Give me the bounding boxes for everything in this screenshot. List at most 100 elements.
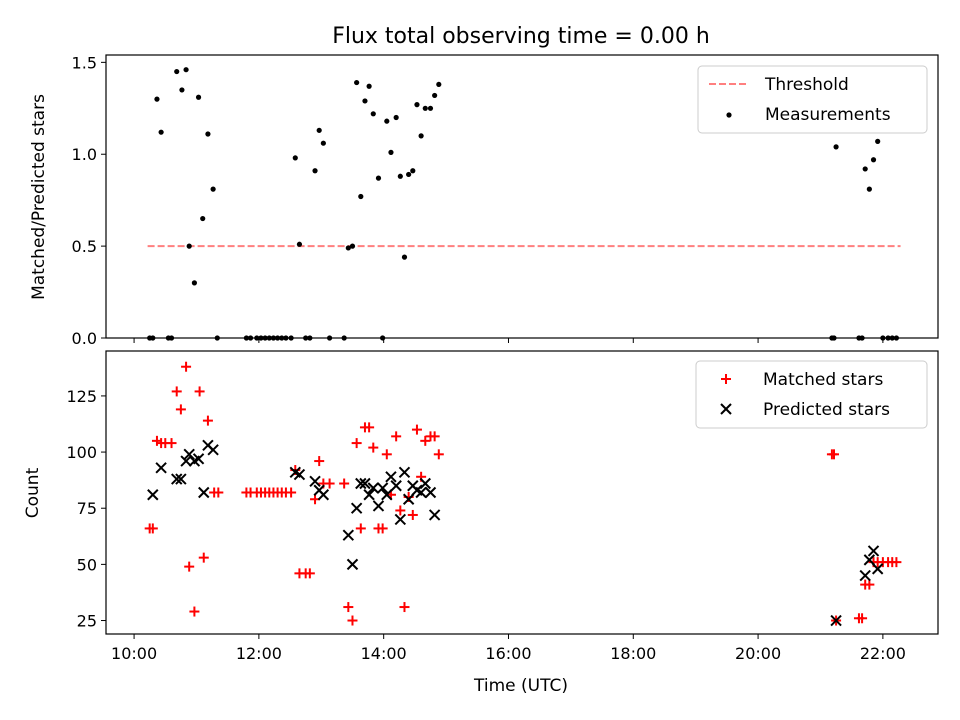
measurement-point [349,243,356,249]
top-y-tick-label: 1.5 [72,53,97,72]
top-legend: Threshold Measurements [697,65,928,134]
measurement-point [388,149,394,155]
matched-star-point [339,478,350,489]
chart-title: Flux total observing time = 0.00 h [332,24,710,49]
legend-plus-marker [721,374,731,384]
matched-star-point [347,615,358,626]
measurement-point [292,155,298,161]
bottom-y-tick-label: 125 [66,387,97,406]
measurement-point [296,241,303,247]
measurement-point [833,144,839,150]
measurement-point [418,133,424,139]
matched-star-point [202,415,213,426]
predicted-star-point [309,475,321,487]
matched-star-point [395,505,406,516]
measurement-point [414,102,420,108]
bottom-plot-marks [144,361,902,627]
bottom-x-tick-label: 16:00 [485,644,531,663]
predicted-star-point [394,513,407,526]
measurement-point [179,87,185,93]
predicted-star-point [293,468,306,481]
predicted-star-point [359,477,371,490]
predicted-star-point [180,455,192,467]
measurement-point [866,186,872,192]
matched-star-point [429,431,440,442]
measurement-point [375,175,382,181]
measurement-point [427,105,434,111]
top-y-axis-ticks: 0.0 0.5 1.0 1.5 [72,53,106,348]
bottom-panel: 25 50 75 100 125 10:00 12:00 14:00 16:00 18:00 20… [23,350,939,696]
matched-star-point [355,523,366,534]
matched-star-point [407,509,418,520]
matched-star-point [368,442,379,453]
bottom-y-tick-label: 75 [77,499,97,518]
predicted-star-point [867,545,880,557]
matched-star-point [399,602,410,613]
top-y-tick-label: 0.5 [72,237,97,256]
legend-x-marker [720,403,732,415]
matched-star-point [864,579,875,590]
top-legend-box [697,65,928,134]
matched-star-point [377,523,388,534]
predicted-star-point [342,529,355,541]
matched-star-point [286,487,297,498]
measurement-point [862,166,868,172]
matched-star-point [343,602,354,613]
matched-star-point [891,557,902,568]
predicted-star-point [207,444,219,456]
predicted-star-point [346,558,359,571]
matched-star-point [433,449,444,460]
measurement-point [358,193,364,200]
measurement-point [158,129,164,135]
predicted-star-point [367,482,379,494]
predicted-star-point [428,509,441,521]
predicted-star-point [871,563,884,575]
predicted-star-point [830,614,842,627]
measurement-point [366,83,372,89]
predicted-star-point [350,502,363,514]
bottom-y-axis-label: Count [23,467,43,518]
bottom-x-tick-label: 10:00 [111,644,157,663]
matched-star-point [198,552,209,563]
bottom-x-tick-label: 18:00 [610,644,656,663]
measurement-point [436,81,442,88]
measurement-point [875,138,881,144]
matched-star-point [381,449,392,460]
predicted-star-point [183,448,195,461]
predicted-star-point [398,466,411,478]
measurement-point [154,96,160,102]
predicted-star-point [147,489,159,501]
bottom-plot-frame [105,350,939,635]
measurement-point [401,254,408,260]
matched-star-point [166,438,177,449]
predicted-star-point [415,486,427,499]
measurement-point [195,94,202,100]
matched-star-point [194,386,205,397]
measurement-point [422,105,428,111]
matched-star-point [213,487,224,498]
predicted-star-point [859,569,871,582]
matched-star-point [364,422,375,433]
matched-star-point [420,435,431,446]
measurement-point [186,243,192,249]
bottom-y-tick-label: 50 [77,555,97,574]
measurement-point [432,92,438,99]
measurement-point [200,215,206,222]
predicted-star-point [171,473,183,485]
predicted-star-point [355,477,367,490]
top-y-tick-label: 1.0 [72,145,97,164]
predicted-star-point [419,477,431,490]
bottom-x-axis-ticks: 10:00 12:00 14:00 16:00 18:00 20:00 22:00 [111,634,906,663]
measurement-point [320,140,326,146]
measurement-point [410,168,416,174]
predicted-star-point [863,554,876,566]
matched-star-point [411,424,422,435]
bottom-x-tick-label: 20:00 [735,644,781,663]
predicted-star-point [155,462,167,474]
measurement-point [384,118,390,124]
matched-star-point [175,404,186,415]
predicted-star-point [424,486,437,499]
matched-star-point [304,568,315,579]
bottom-x-tick-label: 12:00 [236,644,282,663]
